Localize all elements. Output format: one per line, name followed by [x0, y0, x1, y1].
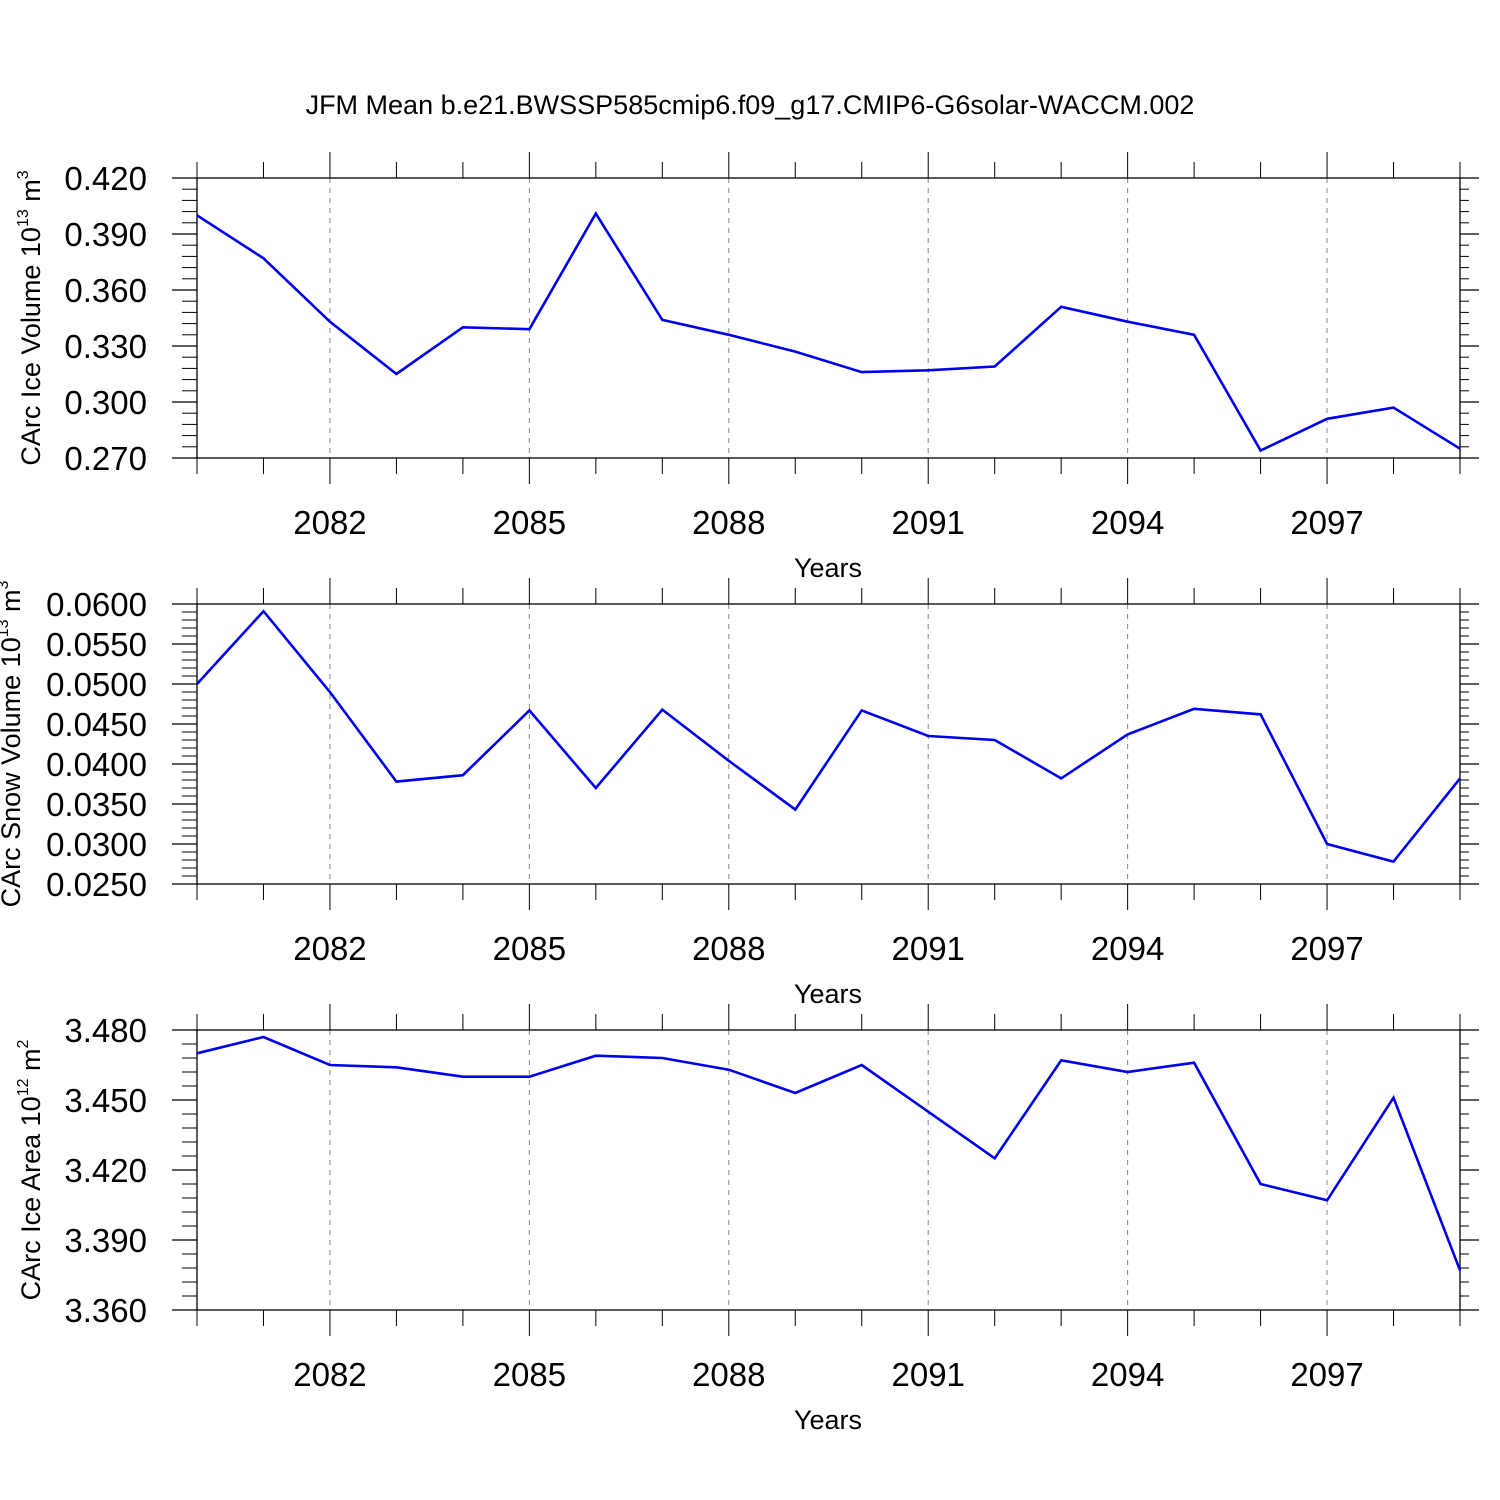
panel-2-ylabel: CArc Snow Volume 1013 m3 — [0, 580, 26, 907]
panel-3-frame — [196, 1029, 1461, 1311]
panel-1-ytick-label: 0.270 — [64, 440, 147, 477]
panel-2: 2082 2085 2088 2091 2094 2097 0.02500.03000.03… — [0, 578, 1479, 1009]
panel-2-xtick-label: 2082 — [293, 930, 366, 967]
panel-2-ylabel-sup: 13 — [0, 619, 12, 637]
panel-1-ylabel-text: CArc Ice Volume 10 — [16, 227, 46, 466]
panel-1-xtick-label: 2082 — [293, 504, 366, 541]
panel-2-ylabel-sup: 3 — [0, 580, 12, 589]
panel-1-ytick-label: 0.330 — [64, 328, 147, 365]
panel-3-series-line — [196, 1035, 1462, 1271]
panel-2-ytick-label: 0.0400 — [46, 746, 147, 783]
panel-3-xtick-label: 2082 — [293, 1356, 366, 1393]
panel-3-xtick-label: 2085 — [493, 1356, 566, 1393]
panel-3-ytick-label: 3.450 — [64, 1082, 147, 1119]
panel-2-ytick-label: 0.0450 — [46, 706, 147, 743]
panel-1-xtick-label: 2085 — [493, 504, 566, 541]
panel-1-xlabel: Years — [794, 553, 862, 583]
panel-3-ylabel-text: m — [16, 1049, 46, 1079]
panel-3-ylabel-text: CArc Ice Area 10 — [16, 1096, 46, 1300]
panel-3-ylabel: CArc Ice Area 1012 m2 — [15, 1040, 46, 1301]
panel-1-series-line — [196, 210, 1461, 453]
panel-2-frame — [196, 603, 1461, 885]
figure-title: JFM Mean b.e21.BWSSP585cmip6.f09_g17.CMI… — [306, 90, 1195, 120]
panel-1-ytick-label: 0.300 — [64, 384, 147, 421]
panel-2-ytick-label: 0.0550 — [46, 626, 147, 663]
panel-2-ytick-label: 0.0500 — [46, 666, 147, 703]
panel-2-ylabel-text: m — [0, 589, 26, 619]
panel-1-ylabel-sup: 3 — [15, 170, 32, 179]
panel-1-ylabel-text: m — [16, 179, 46, 209]
panel-2-ylabel-text: CArc Snow Volume 10 — [0, 637, 26, 907]
panel-3: 2082 2085 2088 2091 2094 2097 3.360 3.390 3.420 3… — [15, 1004, 1479, 1435]
panel-3-ytick-label: 3.420 — [64, 1152, 147, 1189]
panel-3-ylabel-sup: 12 — [15, 1078, 32, 1096]
panel-1-ylabel-sup: 13 — [15, 209, 32, 227]
panel-1-ytick-label: 0.390 — [64, 216, 147, 253]
panel-3-ytick-label: 3.390 — [64, 1222, 147, 1259]
panel-1-xtick-label: 2091 — [891, 504, 964, 541]
panel-3-xtick-label: 2094 — [1091, 1356, 1164, 1393]
panel-3-xtick-label: 2088 — [692, 1356, 765, 1393]
panel-1-xtick-label: 2097 — [1290, 504, 1363, 541]
panel-2-ytick-label: 0.0600 — [46, 586, 147, 623]
panel-3-ytick-label: 3.360 — [64, 1292, 147, 1329]
panel-3-ytick-label: 3.480 — [64, 1012, 147, 1049]
panel-2-xtick-label: 2085 — [493, 930, 566, 967]
panel-1-frame — [196, 177, 1461, 459]
panel-1-ylabel: CArc Ice Volume 1013 m3 — [15, 170, 46, 465]
panel-2-ytick-label: 0.0250 — [46, 866, 147, 903]
panel-1: 2082 2085 2088 2091 2094 2097 0.270 0.300 0.330 0… — [15, 152, 1479, 583]
panel-1-ytick-label: 0.420 — [64, 160, 147, 197]
panel-2-xtick-label: 2094 — [1091, 930, 1164, 967]
panel-3-xtick-label: 2091 — [891, 1356, 964, 1393]
panel-2-series-line — [196, 609, 1462, 864]
panel-2-ytick-label: 0.0300 — [46, 826, 147, 863]
panel-3-xtick-label: 2097 — [1290, 1356, 1363, 1393]
panel-1-xtick-label: 2094 — [1091, 504, 1164, 541]
panel-2-xlabel: Years — [794, 979, 862, 1009]
panel-3-xlabel: Years — [794, 1405, 862, 1435]
panel-1-xtick-label: 2088 — [692, 504, 765, 541]
panel-2-xtick-label: 2097 — [1290, 930, 1363, 967]
panel-2-ytick-label: 0.0350 — [46, 786, 147, 823]
panel-2-xtick-label: 2088 — [692, 930, 765, 967]
panel-2-xtick-label: 2091 — [891, 930, 964, 967]
panel-1-ytick-label: 0.360 — [64, 272, 147, 309]
panel-3-ylabel-sup: 2 — [15, 1040, 32, 1049]
